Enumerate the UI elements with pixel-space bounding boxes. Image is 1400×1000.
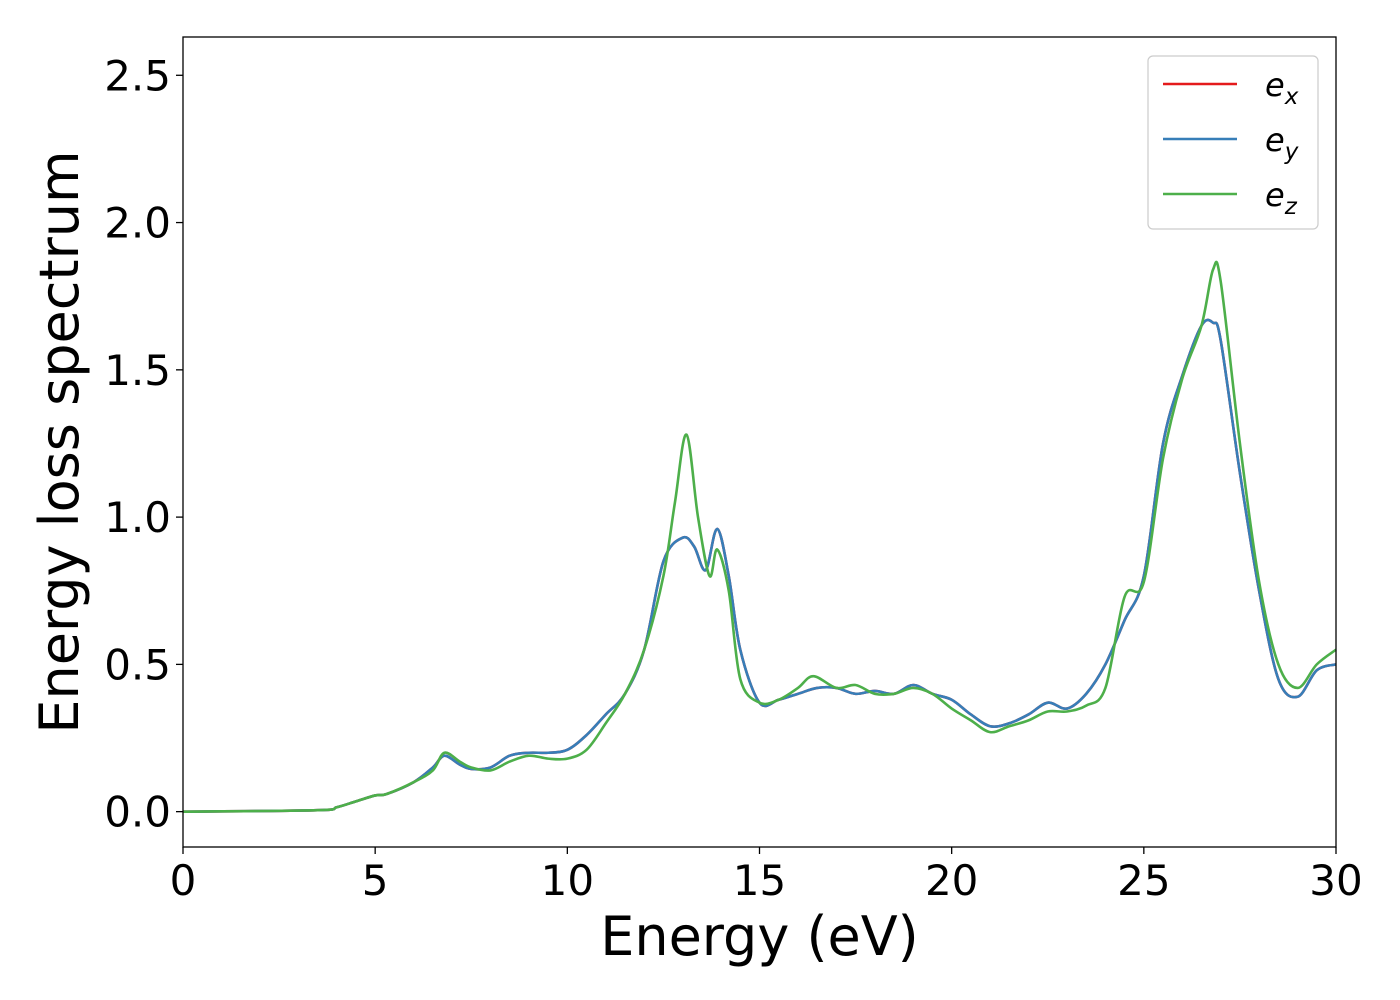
x-tick-label: 30 (1309, 856, 1362, 905)
x-tick-label: 0 (170, 856, 197, 905)
series-line-e_z (182, 260, 1337, 813)
legend-label-ex: ex (1265, 66, 1299, 110)
x-tick-label: 10 (541, 856, 594, 905)
legend-label-ey: ey (1265, 121, 1299, 165)
x-axis: 0 5 10 15 20 25 30 (170, 847, 1363, 905)
y-tick-label: 1.5 (104, 346, 171, 395)
y-tick-label: 2.0 (104, 199, 171, 248)
y-axis-title: Energy loss spectrum (28, 150, 91, 733)
y-tick-label: 1.0 (104, 493, 171, 542)
x-axis-title: Energy (eV) (600, 905, 919, 968)
x-tick-label: 15 (733, 856, 786, 905)
legend-box (1147, 55, 1319, 230)
legend: ex ey ez (1147, 55, 1319, 230)
plot-background (183, 37, 1336, 847)
x-tick-label: 5 (362, 856, 389, 905)
x-tick-label: 20 (925, 856, 978, 905)
legend-label-ez: ez (1265, 176, 1298, 220)
y-tick-label: 2.5 (104, 51, 171, 100)
x-tick-label: 25 (1117, 856, 1170, 905)
series-layer (182, 260, 1337, 813)
y-axis: 0.0 0.5 1.0 1.5 2.0 2.5 (104, 51, 183, 837)
y-tick-label: 0.5 (104, 640, 171, 689)
y-tick-label: 0.0 (104, 788, 171, 837)
